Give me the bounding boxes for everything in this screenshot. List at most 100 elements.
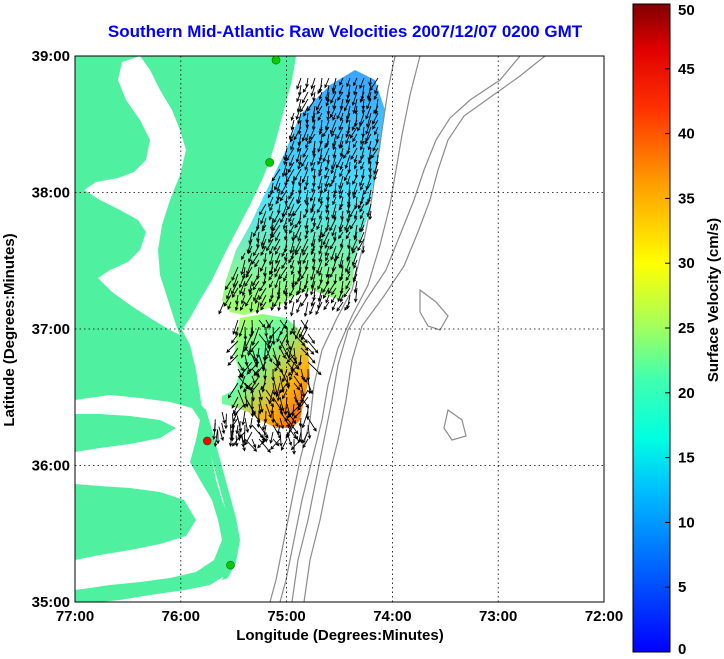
velocity-vectors <box>212 77 380 455</box>
velocity-arrow <box>304 231 309 240</box>
velocity-arrow <box>281 203 288 218</box>
velocity-arrow <box>238 273 246 289</box>
velocity-arrow <box>244 294 253 307</box>
velocity-arrow <box>303 105 309 117</box>
velocity-arrow <box>246 361 260 375</box>
velocity-arrow <box>318 168 323 177</box>
velocity-arrow <box>361 245 366 254</box>
velocity-arrow <box>288 210 295 223</box>
velocity-arrow <box>275 252 281 265</box>
velocity-arrow <box>317 280 323 291</box>
station-marker <box>226 560 235 570</box>
velocity-arrow <box>311 252 316 263</box>
velocity-arrow <box>288 189 295 200</box>
velocity-arrow <box>252 245 260 257</box>
velocity-arrow <box>312 147 316 158</box>
outer-banks <box>198 402 240 580</box>
x-tick-label: 73:00 <box>479 608 517 625</box>
velocity-arrow <box>290 259 295 270</box>
velocity-arrow <box>300 375 308 383</box>
velocity-arrow <box>324 168 330 179</box>
y-tick-labels: 39:00 38:00 37:00 36:00 35:00 <box>32 48 70 611</box>
velocity-arrow <box>283 273 288 282</box>
velocity-arrow <box>352 189 358 200</box>
velocity-arrow <box>239 301 246 311</box>
map-title: Southern Mid-Atlantic Raw Velocities 200… <box>107 22 583 41</box>
velocity-arrow <box>279 431 283 447</box>
velocity-arrow <box>351 252 358 267</box>
velocity-arrow <box>301 168 309 184</box>
velocity-arrow <box>318 91 323 101</box>
velocity-arrow <box>353 210 358 220</box>
velocity-arrow <box>346 77 351 88</box>
velocity-arrow <box>367 140 372 151</box>
velocity-arrow <box>309 301 316 316</box>
velocity-arrow <box>249 340 260 354</box>
velocity-arrow <box>282 389 288 400</box>
velocity-arrow <box>230 347 239 360</box>
velocity-arrow <box>240 340 246 359</box>
velocity-arrow <box>276 182 281 193</box>
velocity-arrow <box>332 84 337 95</box>
velocity-arrow <box>324 140 330 149</box>
velocity-arrow <box>268 210 274 221</box>
velocity-arrow <box>268 333 274 345</box>
velocity-arrow <box>359 182 365 191</box>
velocity-arrow <box>365 119 372 135</box>
velocity-arrow <box>332 140 337 151</box>
velocity-arrow <box>318 231 323 243</box>
velocity-arrow <box>272 438 280 447</box>
velocity-arrow <box>316 203 323 214</box>
velocity-arrow <box>231 396 239 409</box>
velocity-arrow <box>325 203 330 214</box>
velocity-arrow <box>294 217 302 229</box>
velocity-arrow <box>232 403 239 415</box>
velocity-arrow <box>259 280 267 292</box>
radar-stations <box>202 55 281 570</box>
velocity-arrow <box>354 105 358 115</box>
velocity-arrow <box>265 389 275 403</box>
velocity-arrow <box>344 168 351 182</box>
velocity-arrow <box>310 84 316 97</box>
velocity-arrow <box>256 238 260 249</box>
velocity-arrow <box>274 361 281 372</box>
velocity-arrow <box>273 210 281 224</box>
velocity-arrow <box>258 438 271 453</box>
velocity-arrow <box>284 224 288 234</box>
velocity-arrow <box>276 333 281 343</box>
velocity-arrow <box>332 196 337 206</box>
velocity-arrow <box>301 91 309 104</box>
velocity-arrow <box>297 196 302 205</box>
velocity-arrow <box>317 84 323 95</box>
x-tick-label: 72:00 <box>585 608 623 625</box>
velocity-arrow <box>231 413 236 430</box>
velocity-arrow <box>304 287 309 298</box>
velocity-arrow <box>293 431 298 441</box>
velocity-arrow <box>251 438 257 449</box>
velocity-arrow <box>253 287 260 302</box>
velocity-arrow <box>359 203 365 213</box>
velocity-arrow <box>317 140 323 153</box>
velocity-arrow <box>324 259 330 267</box>
velocity-arrow <box>293 410 302 419</box>
velocity-arrow <box>297 252 302 266</box>
velocity-arrow <box>252 224 260 238</box>
colorbar-tick-label: 0 <box>678 641 686 658</box>
albemarle-pamlico-sound <box>75 395 222 590</box>
velocity-arrow <box>372 140 379 152</box>
velocity-arrow <box>373 168 379 181</box>
velocity-arrow <box>280 438 288 451</box>
velocity-arrow <box>305 224 309 235</box>
velocity-arrow <box>370 147 379 159</box>
velocity-arrow <box>300 266 309 280</box>
velocity-arrow <box>317 287 323 303</box>
velocity-arrow <box>325 294 330 304</box>
colorbar-tick-label: 15 <box>678 450 695 467</box>
y-tick-label: 38:00 <box>32 185 70 202</box>
velocity-arrow <box>304 203 309 214</box>
colorbar-tick-label: 45 <box>678 61 695 78</box>
velocity-arrow <box>231 266 239 282</box>
velocity-arrow <box>360 161 365 171</box>
velocity-arrow <box>351 238 358 252</box>
